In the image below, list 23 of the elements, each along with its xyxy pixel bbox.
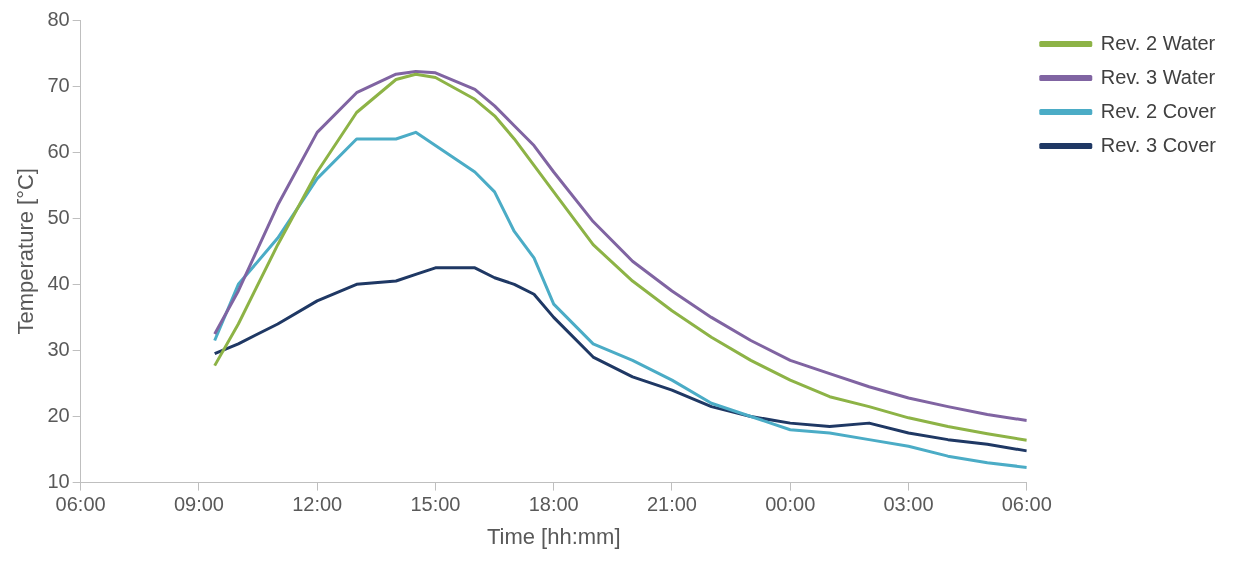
- x-tick-label: 21:00: [646, 493, 698, 516]
- y-tick-label: 80: [47, 7, 70, 30]
- x-tick-label: 03:00: [883, 493, 934, 516]
- y-tick-label: 70: [47, 73, 70, 96]
- x-tick-label: 12:00: [292, 493, 343, 516]
- legend-label: Rev. 3 Cover: [1100, 133, 1217, 156]
- y-tick-label: 50: [47, 205, 70, 228]
- x-axis-title: Time [hh:mm]: [486, 523, 621, 549]
- legend-label: Rev. 2 Cover: [1100, 99, 1217, 122]
- x-tick-label: 00:00: [765, 493, 816, 516]
- legend-label: Rev. 3 Water: [1100, 65, 1216, 88]
- x-tick-label: 06:00: [1001, 493, 1052, 516]
- y-tick-label: 20: [47, 404, 70, 427]
- y-tick-label: 10: [47, 470, 70, 493]
- x-tick-label: 15:00: [410, 493, 461, 516]
- x-tick-label: 06:00: [55, 493, 106, 516]
- x-tick-label: 18:00: [528, 493, 579, 516]
- legend-label: Rev. 2 Water: [1100, 31, 1216, 54]
- y-tick-label: 30: [47, 337, 70, 360]
- y-tick-label: 40: [47, 271, 70, 294]
- y-axis-title: Temperature [°C]: [13, 168, 39, 335]
- x-tick-label: 09:00: [173, 493, 224, 516]
- y-tick-label: 60: [47, 139, 70, 162]
